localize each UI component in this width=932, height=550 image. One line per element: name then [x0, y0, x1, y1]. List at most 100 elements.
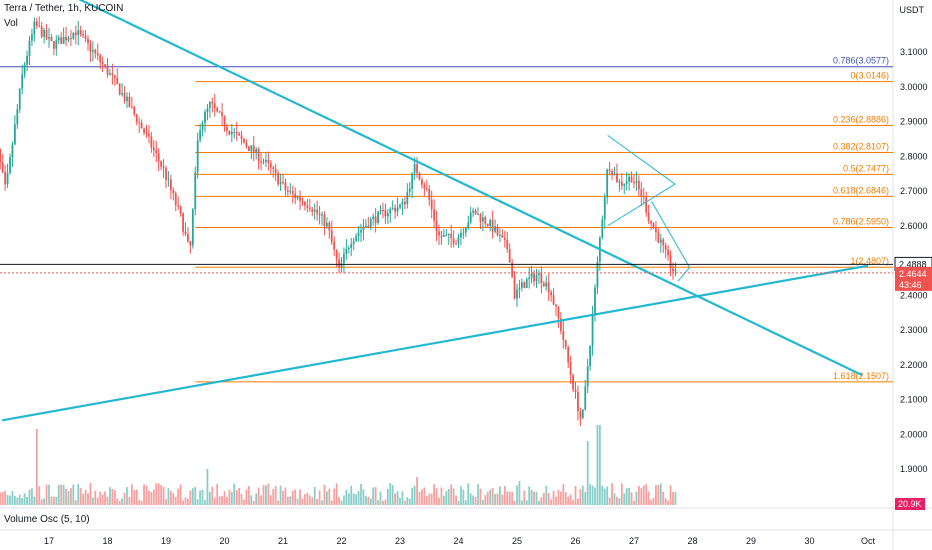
y-tick-label: 2.6000	[900, 221, 928, 231]
triangle-pattern	[607, 134, 676, 227]
candle-body	[616, 173, 618, 182]
candle-body	[206, 108, 209, 113]
volume-bar	[165, 499, 167, 505]
volume-bar	[228, 489, 231, 505]
candle-body	[65, 36, 67, 41]
volume-bar	[642, 485, 645, 505]
candle-body	[338, 259, 340, 268]
volume-bar	[377, 500, 379, 505]
volume-bar	[247, 485, 250, 505]
volume-bar	[240, 494, 243, 505]
volume-bar	[535, 491, 538, 505]
candle-body	[257, 148, 260, 162]
candle-body	[196, 140, 199, 173]
volume-badge	[895, 498, 925, 510]
volume-bar	[279, 485, 282, 505]
volume-bar	[262, 485, 265, 505]
volume-bar	[123, 492, 126, 505]
candle-body	[157, 153, 160, 162]
volume-bar	[360, 483, 362, 505]
volume-bar	[389, 483, 392, 505]
x-tick-label: 29	[746, 536, 756, 546]
candle-body	[357, 232, 360, 237]
volume-bar	[196, 499, 199, 505]
candle-body	[243, 139, 245, 143]
volume-bar	[157, 483, 160, 505]
candle-body	[555, 304, 557, 307]
candle-body	[433, 209, 436, 221]
volume-bar	[540, 497, 543, 505]
candle-body	[457, 237, 460, 244]
volume-bar	[616, 496, 618, 505]
candle-body	[245, 142, 248, 147]
volume-bar	[481, 499, 484, 505]
candle-body	[528, 277, 531, 280]
candle-body	[403, 201, 406, 204]
volume-bar	[11, 490, 14, 505]
volume-bar	[457, 500, 460, 505]
candle-body	[442, 235, 445, 237]
candle-body	[204, 112, 206, 123]
time-axis[interactable]: 17 18 19 20 21 22 23 24 25 26 27 28 29 30 Oct	[44, 536, 876, 546]
candle-body	[637, 180, 640, 190]
volume-bar	[425, 496, 428, 505]
candle-body	[345, 248, 348, 255]
candle-body	[0, 149, 2, 163]
volume-bar	[106, 496, 109, 505]
volume-bar	[413, 485, 416, 505]
x-tick-label: 23	[395, 536, 405, 546]
candle-body	[674, 269, 677, 272]
volume-bar	[6, 494, 9, 505]
volume-bar	[143, 484, 145, 505]
candle-body	[559, 318, 562, 331]
candle-body	[623, 183, 626, 186]
volume-bar	[460, 486, 462, 505]
candle-body	[182, 213, 184, 232]
candle-body	[328, 222, 331, 231]
candle-body	[321, 214, 323, 216]
trendlines[interactable]	[2, 0, 869, 422]
fib-level-label: 0.786(2.5950)	[833, 216, 889, 226]
candle-body	[581, 409, 584, 418]
candle-body	[423, 184, 426, 189]
candle-body	[523, 282, 526, 289]
volume-bar	[367, 496, 370, 505]
fib-level-label: 1.618(2.1507)	[833, 371, 889, 381]
x-tick-label: 21	[278, 536, 288, 546]
candle-body	[642, 196, 645, 198]
candle-body	[35, 21, 38, 26]
candle-body	[104, 64, 106, 66]
volume-badge-value: 20.9K	[898, 499, 922, 509]
volume-bar	[211, 486, 214, 505]
volume-bar	[438, 497, 440, 505]
price-axis[interactable]: 3.10003.00002.90002.80002.70002.60002.50…	[900, 47, 928, 474]
volume-bar	[384, 499, 387, 505]
volume-bar	[148, 490, 150, 505]
candle-body	[496, 226, 499, 236]
x-tick-label: 22	[336, 536, 346, 546]
volume-bar	[274, 486, 277, 505]
volume-bar	[345, 489, 348, 505]
candle-body	[177, 205, 180, 207]
candle-body	[230, 132, 233, 135]
volume-bar	[118, 500, 121, 505]
candle-body	[435, 220, 438, 232]
volume-bar	[440, 487, 443, 505]
volume-bar	[674, 492, 677, 505]
x-tick-label: 30	[804, 536, 814, 546]
candle-body	[130, 106, 133, 108]
fibonacci-retracement[interactable]: 0.786(3.0577) 0(3.0146) 0.236(2.8886) 0.382…	[0, 56, 893, 383]
candle-body	[121, 92, 124, 95]
volume-bar	[286, 496, 289, 505]
volume-bar	[113, 490, 116, 505]
candle-body	[74, 32, 77, 35]
candlesticks	[0, 16, 677, 427]
volume-legend: Vol	[4, 18, 18, 29]
candle-body	[557, 306, 560, 319]
candle-body	[189, 241, 192, 246]
candle-body	[428, 189, 431, 200]
y-tick-label: 3.1000	[900, 47, 928, 57]
volume-bar	[189, 490, 192, 505]
volume-bar	[518, 481, 521, 505]
